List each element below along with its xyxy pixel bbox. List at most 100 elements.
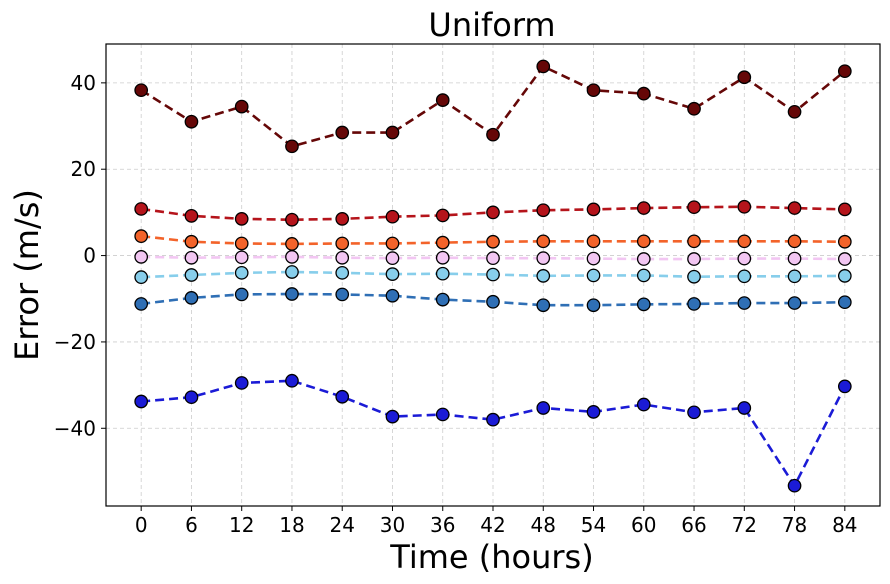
data-point: [135, 203, 147, 215]
data-point: [638, 235, 650, 247]
data-point: [236, 288, 248, 300]
data-point: [336, 252, 348, 264]
data-point: [236, 100, 248, 112]
data-point: [487, 296, 499, 308]
data-point: [286, 288, 298, 300]
data-point: [738, 201, 750, 213]
data-point: [336, 288, 348, 300]
data-point: [788, 480, 800, 492]
y-tick-label: −40: [54, 416, 96, 440]
data-point: [537, 60, 549, 72]
data-point: [537, 252, 549, 264]
data-point: [638, 269, 650, 281]
data-point: [537, 299, 549, 311]
data-point: [788, 297, 800, 309]
data-point: [587, 299, 599, 311]
data-point: [788, 270, 800, 282]
data-point: [185, 210, 197, 222]
x-tick-label: 6: [185, 513, 198, 537]
data-point: [386, 410, 398, 422]
x-tick-label: 24: [329, 513, 354, 537]
data-point: [135, 84, 147, 96]
data-point: [437, 293, 449, 305]
x-axis-label: Time (hours): [389, 538, 593, 576]
data-point: [788, 106, 800, 118]
x-tick-label: 30: [380, 513, 405, 537]
x-tick-label: 60: [631, 513, 656, 537]
data-point: [185, 391, 197, 403]
data-point: [286, 214, 298, 226]
data-point: [437, 94, 449, 106]
data-point: [688, 271, 700, 283]
data-point: [788, 235, 800, 247]
data-point: [738, 402, 750, 414]
data-point: [336, 391, 348, 403]
data-point: [386, 126, 398, 138]
data-point: [839, 203, 851, 215]
data-point: [437, 408, 449, 420]
data-point: [587, 84, 599, 96]
data-point: [839, 253, 851, 265]
data-point: [738, 235, 750, 247]
data-point: [839, 380, 851, 392]
x-tick-label: 12: [229, 513, 254, 537]
y-tick-label: 0: [83, 244, 96, 268]
x-tick-label: 72: [732, 513, 757, 537]
data-point: [185, 269, 197, 281]
data-point: [839, 270, 851, 282]
data-point: [236, 377, 248, 389]
data-point: [236, 251, 248, 263]
data-point: [638, 398, 650, 410]
data-point: [135, 298, 147, 310]
data-point: [688, 406, 700, 418]
data-point: [236, 237, 248, 249]
x-tick-label: 66: [681, 513, 706, 537]
y-tick-label: 40: [71, 71, 96, 95]
x-tick-label: 84: [832, 513, 857, 537]
data-point: [487, 413, 499, 425]
data-point: [537, 402, 549, 414]
x-tick-label: 36: [430, 513, 455, 537]
data-point: [688, 103, 700, 115]
data-point: [437, 252, 449, 264]
data-point: [286, 251, 298, 263]
x-tick-label: 54: [581, 513, 606, 537]
data-point: [839, 296, 851, 308]
data-point: [286, 375, 298, 387]
data-point: [638, 253, 650, 265]
data-point: [336, 237, 348, 249]
x-tick-label: 42: [480, 513, 505, 537]
x-tick-label: 78: [782, 513, 807, 537]
chart-title: Uniform: [428, 6, 555, 44]
x-tick-label: 0: [135, 513, 148, 537]
data-point: [638, 202, 650, 214]
data-point: [688, 235, 700, 247]
data-point: [487, 128, 499, 140]
x-tick-label: 18: [279, 513, 304, 537]
data-point: [537, 235, 549, 247]
data-point: [236, 213, 248, 225]
data-point: [487, 268, 499, 280]
data-point: [185, 236, 197, 248]
data-point: [185, 116, 197, 128]
data-point: [336, 267, 348, 279]
data-point: [336, 126, 348, 138]
data-point: [839, 236, 851, 248]
data-point: [738, 71, 750, 83]
data-point: [688, 253, 700, 265]
data-point: [587, 269, 599, 281]
data-point: [788, 202, 800, 214]
data-point: [738, 297, 750, 309]
data-point: [437, 268, 449, 280]
data-point: [587, 203, 599, 215]
data-point: [537, 270, 549, 282]
data-point: [587, 252, 599, 264]
data-point: [386, 268, 398, 280]
data-point: [286, 140, 298, 152]
y-tick-label: 20: [71, 157, 96, 181]
data-point: [487, 252, 499, 264]
data-point: [286, 238, 298, 250]
data-point: [386, 290, 398, 302]
data-point: [185, 252, 197, 264]
